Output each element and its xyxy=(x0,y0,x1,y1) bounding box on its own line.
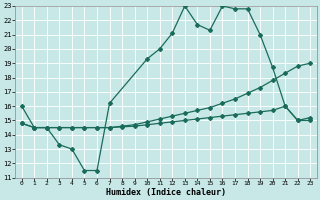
X-axis label: Humidex (Indice chaleur): Humidex (Indice chaleur) xyxy=(106,188,226,197)
